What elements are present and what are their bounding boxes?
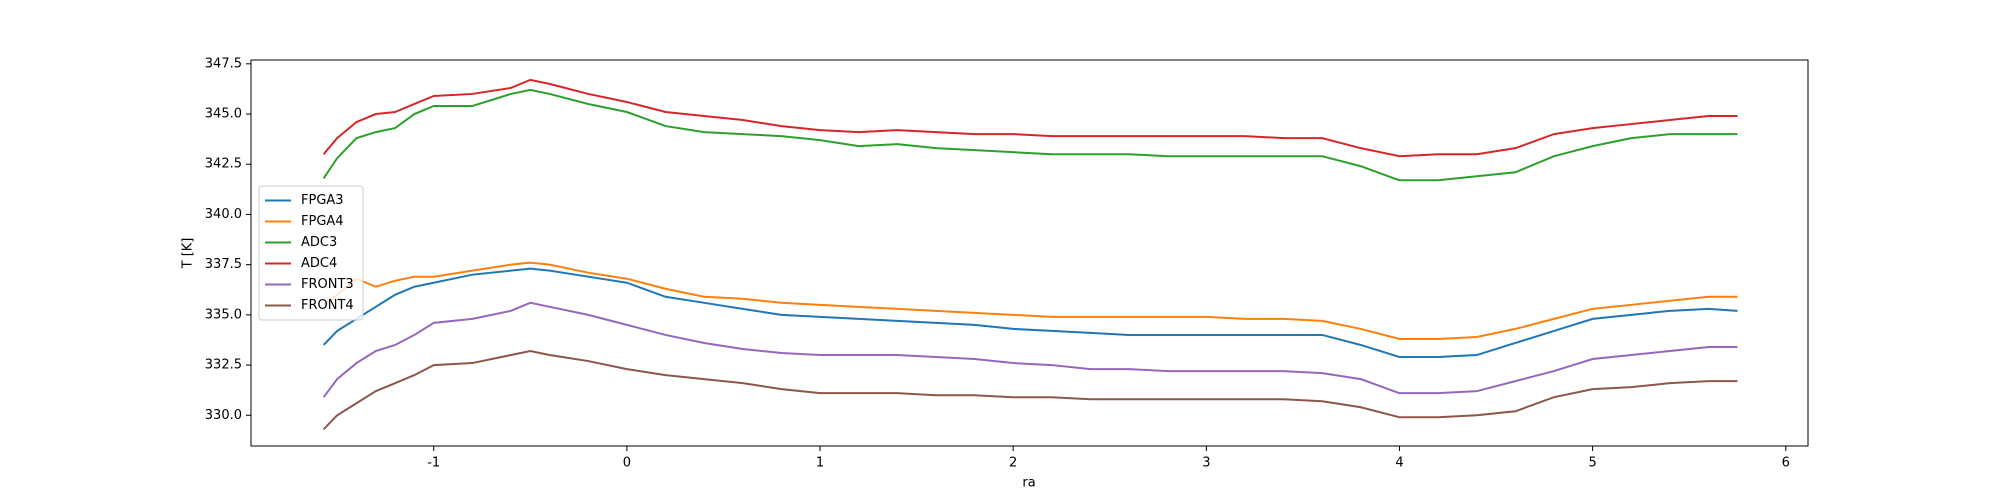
x-tick-label: 2 [1009,456,1017,471]
x-tick-label: -1 [427,456,440,471]
y-tick-label: 335.0 [205,307,242,322]
y-tick-label: 345.0 [205,107,242,122]
y-tick-label: 340.0 [205,207,242,222]
x-axis-label: ra [1022,476,1035,491]
x-tick-label: 5 [1588,456,1596,471]
x-tick-label: 3 [1202,456,1210,471]
legend-label: ADC4 [301,256,337,271]
plot-frame [250,59,1809,447]
data-line [322,301,1738,398]
y-tick-label: 330.0 [205,408,242,423]
legend-label: FPGA4 [301,214,344,229]
y-tick-label: 337.5 [205,257,242,272]
y-tick-label: 347.5 [205,56,242,71]
legend-label: FPGA3 [301,193,344,208]
data-line [322,88,1738,182]
data-line [323,261,1738,340]
x-tick-label: 4 [1395,456,1403,471]
legend-label: FRONT3 [301,277,354,292]
x-tick-label: 6 [1782,456,1790,471]
data-line [322,78,1738,158]
y-axis-label: T [K] [181,238,196,270]
y-tick-label: 342.5 [205,157,242,172]
legend-label: ADC3 [301,235,337,250]
y-tick-label: 332.5 [205,358,242,373]
legend-label: FRONT4 [301,298,354,313]
x-tick-label: 0 [623,456,631,471]
legend-box [258,185,364,321]
data-line [322,267,1738,359]
data-line [322,349,1738,431]
x-tick-label: 1 [816,456,824,471]
